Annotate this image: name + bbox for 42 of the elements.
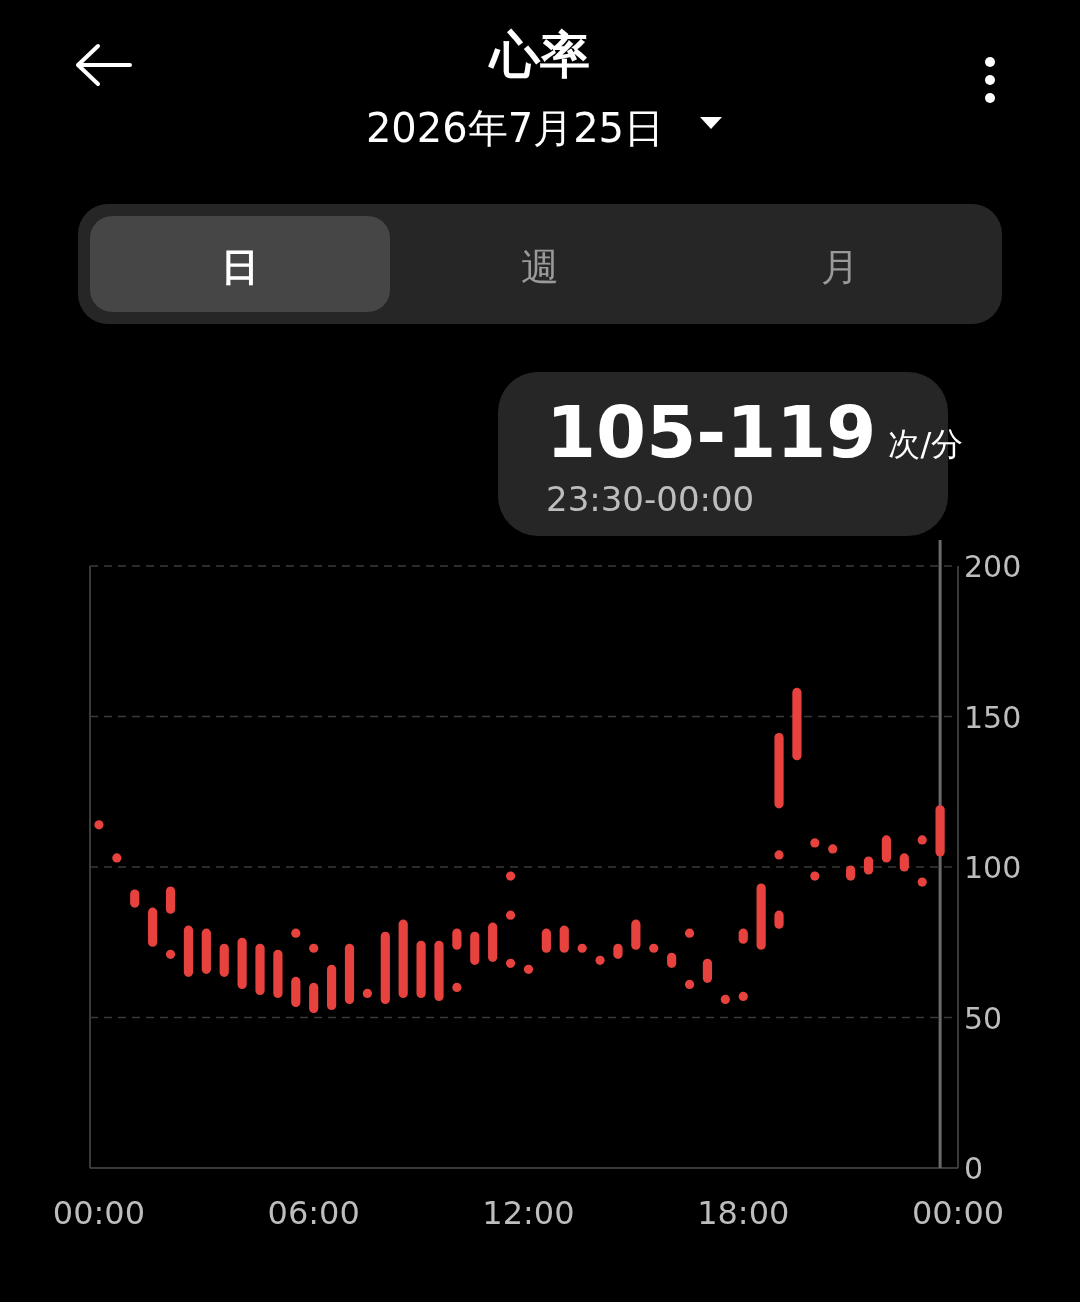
point [94, 820, 104, 830]
text: 日 [221, 245, 259, 289]
x-tick-label: 00:00 [911, 1194, 1005, 1232]
point [362, 988, 372, 999]
x-tick-label: 06:00 [267, 1194, 360, 1232]
point [828, 844, 838, 854]
point [452, 982, 462, 992]
point [917, 877, 927, 887]
chart-subtitle: 2026年7月25日 [365, 105, 665, 151]
point [917, 835, 927, 845]
point [684, 979, 695, 989]
text: 週 [521, 245, 559, 289]
text: 月 [821, 245, 859, 289]
point [291, 928, 301, 938]
y-tick-label: 200 [964, 549, 1022, 584]
point [720, 994, 730, 1005]
point [577, 943, 587, 953]
point [505, 910, 516, 920]
x-tick-label: 12:00 [482, 1194, 575, 1232]
point [684, 928, 695, 938]
point [505, 871, 516, 881]
point [165, 949, 176, 959]
point [595, 955, 605, 965]
y-tick-label: 150 [964, 699, 1022, 735]
chart-title: 心率 [488, 26, 590, 84]
text: 次/分 [888, 425, 964, 463]
point [810, 838, 820, 848]
point [112, 853, 122, 863]
point [738, 991, 748, 1002]
y-tick-label: 0 [964, 1151, 984, 1186]
text: 105-119 [546, 390, 877, 474]
point [523, 964, 534, 974]
point [774, 850, 784, 860]
point [505, 958, 516, 968]
x-tick-label: 18:00 [697, 1194, 790, 1232]
y-tick-label: 50 [964, 1000, 1003, 1036]
point [309, 943, 319, 953]
x-tick-label: 00:00 [52, 1194, 146, 1232]
point [649, 943, 659, 953]
point [810, 871, 820, 881]
y-tick-label: 100 [964, 850, 1022, 885]
text: 23:30-00:00 [546, 479, 755, 519]
